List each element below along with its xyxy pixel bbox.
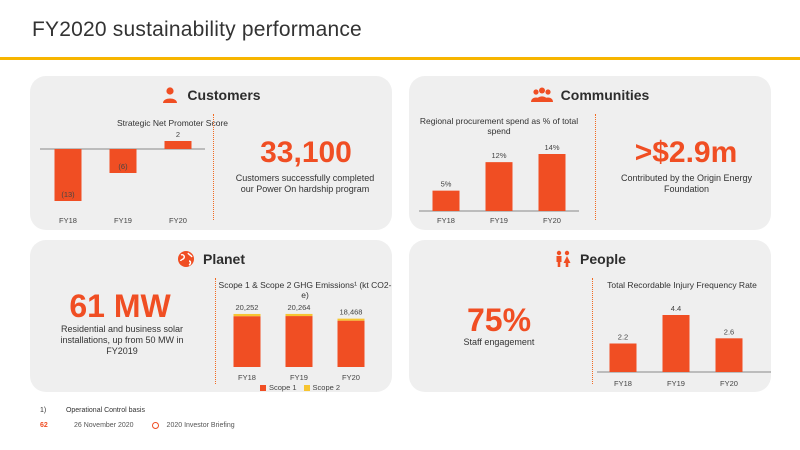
x-tick-fy19: FY19 [290,373,308,382]
people-heading: People [580,251,626,267]
data-label-fy19: 4.4 [671,304,681,313]
communities-divider [595,114,596,220]
customers-header: Customers [30,86,392,104]
customers-description: Customers successfully completed our Pow… [235,173,375,194]
bar-fy18 [432,190,460,211]
planet-panel: Planet 61 MW Residential and business so… [30,240,392,392]
planet-chart-title: Scope 1 & Scope 2 GHG Emissions¹ (kt CO2… [218,280,392,300]
planet-header: Planet [30,250,392,268]
data-label-fy20: 14% [544,143,559,152]
bar-scope1-fy20 [337,320,365,367]
title-rule [0,57,800,60]
customers-panel: Customers Strategic Net Promoter Score (… [30,76,392,230]
customers-heading: Customers [187,87,261,103]
bar-fy20 [538,154,566,211]
total-label-fy20: 18,468 [340,308,363,317]
legend-scope2-swatch [303,384,310,391]
people-header: People [409,250,771,268]
data-label-fy20: 2 [176,130,180,139]
people-big-value: 75% [466,302,532,338]
communities-panel: Communities Regional procurement spend a… [409,76,771,230]
x-tick-fy18: FY18 [238,373,256,382]
page-title: FY2020 sustainability performance [32,18,362,41]
people-divider [592,278,593,384]
footnote-number: 1) [40,407,47,414]
people-chart-title: Total Recordable Injury Frequency Rate [607,280,757,290]
total-label-fy19: 20,264 [288,303,311,312]
emissions-legend: Scope 1 Scope 2 [260,383,340,392]
planet-heading: Planet [202,251,245,267]
communities-description: Contributed by the Origin Energy Foundat… [620,173,753,194]
x-tick-fy20: FY20 [169,216,187,225]
bar-fy20 [715,338,743,372]
data-label-fy18: 5% [441,180,452,189]
people-panel: People 75% Staff engagement Total Record… [409,240,771,392]
globe-icon [177,251,194,267]
bar-fy19 [109,149,137,173]
bar-fy19 [485,162,513,211]
communities-chart-title: Regional procurement spend as % of total… [419,116,579,136]
customers-chart-title: Strategic Net Promoter Score [116,118,228,128]
data-label-fy18: 2.2 [618,333,628,342]
communities-header: Communities [409,86,771,104]
customers-divider [213,114,214,220]
planet-divider [215,278,216,384]
x-tick-fy20: FY20 [543,216,561,225]
data-label-fy18: (13) [61,190,75,199]
page-number: 62 [40,422,48,429]
people-icon [556,250,571,267]
legend-scope1-swatch [260,384,266,391]
bar-scope2-fy18 [233,313,261,317]
total-label-fy18: 20,252 [236,303,259,312]
bar-fy19 [662,315,690,372]
x-tick-fy18: FY18 [614,379,632,388]
bar-fy18 [54,149,82,201]
x-tick-fy19: FY19 [114,216,132,225]
emissions-chart: 20,252 FY18 20,264 FY19 18,468 FY20 [233,303,365,382]
data-label-fy19: (6) [118,162,128,171]
data-label-fy19: 12% [491,151,506,160]
x-tick-fy18: FY18 [437,216,455,225]
data-label-fy20: 2.6 [724,327,734,336]
person-icon [163,87,178,103]
trifr-chart: 2.2 FY18 4.4 FY19 2.6 FY20 [597,304,771,388]
nps-chart: (13) FY18 (6) FY19 2 FY20 [40,130,205,225]
bar-fy20 [164,141,192,149]
x-tick-fy19: FY19 [490,216,508,225]
bar-fy18 [609,343,637,372]
bar-scope2-fy19 [285,313,313,317]
ring-icon [151,422,159,429]
legend-scope1-label: Scope 1 [269,383,297,392]
x-tick-fy18: FY18 [59,216,77,225]
communities-heading: Communities [560,87,650,103]
x-tick-fy20: FY20 [720,379,738,388]
people-description: Staff engagement [463,337,535,347]
customers-big-value: 33,100 [260,136,352,169]
bar-scope1-fy18 [233,316,261,367]
legend-scope2-label: Scope 2 [312,383,341,392]
footnote: 1) Operational Control basis [40,407,145,414]
planet-big-value: 61 MW [69,288,171,324]
footer-bar: 62 26 November 2020 2020 Investor Briefi… [40,422,235,429]
communities-big-value: >$2.9m [634,136,738,169]
planet-description: Residential and business solar installat… [60,324,184,356]
bar-scope2-fy20 [337,318,365,321]
footnote-text: Operational Control basis [65,407,145,414]
footer-date: 26 November 2020 [74,422,134,429]
group-icon [530,87,553,102]
bar-scope1-fy19 [285,316,313,367]
x-tick-fy19: FY19 [667,379,685,388]
procurement-chart: 5% FY18 12% FY19 14% FY20 [419,143,579,225]
x-tick-fy20: FY20 [342,373,360,382]
footer-event: 2020 Investor Briefing [166,422,235,429]
